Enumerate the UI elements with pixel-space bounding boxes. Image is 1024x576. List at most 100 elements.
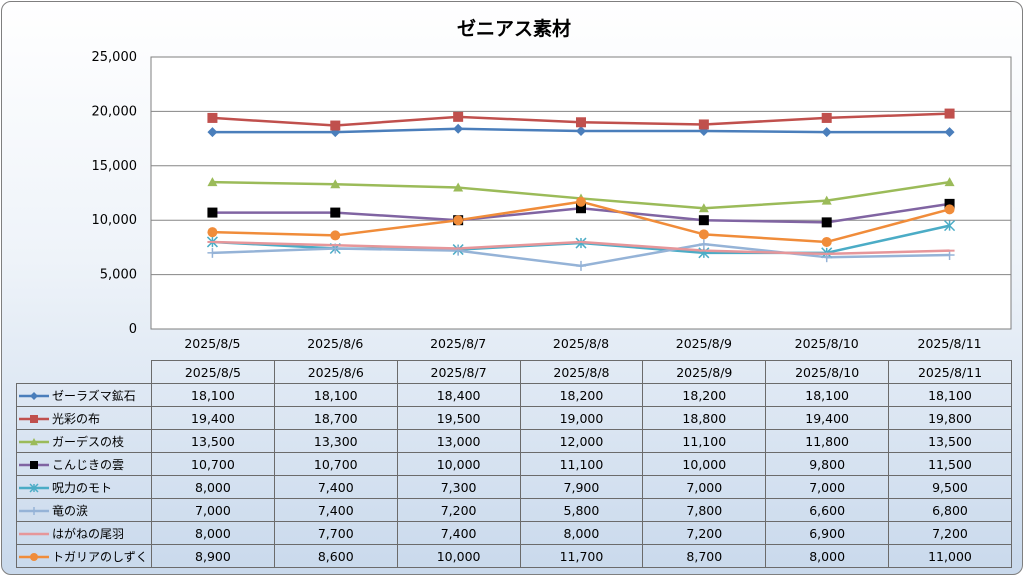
data-point xyxy=(453,245,464,256)
legend-key xyxy=(19,532,49,536)
table-cell: 12,000 xyxy=(519,429,644,453)
table-cell: 18,800 xyxy=(642,406,767,430)
legend-entry: ゼーラズマ鉱石 xyxy=(16,383,152,407)
y-tick-label: 15,000 xyxy=(92,159,138,174)
legend-entry: こんじきの雲 xyxy=(16,452,152,476)
data-point xyxy=(30,553,38,561)
data-point xyxy=(821,195,832,205)
table-cell: 6,900 xyxy=(765,521,890,545)
series-name: 呪力のモト xyxy=(52,480,113,495)
table-column-header: 2025/8/10 xyxy=(765,360,890,384)
data-point xyxy=(207,207,218,218)
table-cell: 7,200 xyxy=(396,498,521,522)
table-cell: 18,700 xyxy=(273,406,398,430)
data-point xyxy=(821,127,832,138)
data-point xyxy=(576,196,586,207)
legend-entry: 光彩の布 xyxy=(16,406,152,430)
table-cell: 8,700 xyxy=(642,544,767,568)
table-cell: 19,400 xyxy=(765,406,890,430)
x-tick-label: 2025/8/10 xyxy=(795,336,859,351)
x-tick-label: 2025/8/6 xyxy=(307,336,363,351)
table-cell: 10,000 xyxy=(642,452,767,476)
data-point xyxy=(575,237,587,249)
table-cell: 6,600 xyxy=(765,498,890,522)
data-point xyxy=(944,127,955,138)
table-cell: 8,000 xyxy=(151,521,275,545)
table-cell: 7,800 xyxy=(642,498,767,522)
table-cell: 7,400 xyxy=(273,498,398,522)
table-cell: 10,700 xyxy=(273,452,398,476)
data-point xyxy=(453,182,464,192)
series-name: 竜の涙 xyxy=(52,503,89,518)
table-cell: 8,000 xyxy=(765,544,890,568)
table-row: 竜の涙 7,000 7,400 7,200 5,800 7,800 6,600 6,800 xyxy=(16,498,1012,522)
legend-entry: はがねの尾羽 xyxy=(16,521,152,545)
data-point xyxy=(698,215,709,226)
series-name: トガリアのしずく xyxy=(52,549,148,564)
data-point xyxy=(698,229,709,240)
table-cell: 11,800 xyxy=(765,429,890,453)
table-cell: 8,900 xyxy=(151,544,275,568)
table-cell: 19,000 xyxy=(519,406,644,430)
series-name: こんじきの雲 xyxy=(52,457,125,472)
y-tick-label: 25,000 xyxy=(92,50,138,65)
y-tick-label: 20,000 xyxy=(92,104,138,119)
series-name: はがねの尾羽 xyxy=(52,526,125,541)
y-tick-label: 10,000 xyxy=(92,213,138,228)
table-cell: 7,200 xyxy=(642,521,767,545)
table-cell: 10,700 xyxy=(151,452,275,476)
legend-entry: 竜の涙 xyxy=(16,498,152,522)
table-cell: 7,900 xyxy=(519,475,644,499)
table-row: はがねの尾羽 8,000 7,700 7,400 8,000 7,200 6,900 7,20… xyxy=(16,521,1012,545)
table-cell: 10,000 xyxy=(396,452,521,476)
legend-entry: ガーデスの枝 xyxy=(16,429,152,453)
data-table: 2025/8/5 2025/8/6 2025/8/7 2025/8/8 2025/8/9… xyxy=(16,360,1012,568)
table-cell: 13,000 xyxy=(396,429,521,453)
table-cell: 19,400 xyxy=(151,406,275,430)
y-tick-label: 0 xyxy=(129,322,137,337)
series-name: ゼーラズマ鉱石 xyxy=(52,388,136,403)
table-cell: 13,500 xyxy=(151,429,275,453)
table-cell: 7,200 xyxy=(888,521,1012,545)
data-point xyxy=(576,260,586,271)
data-point xyxy=(944,177,955,187)
data-point xyxy=(698,247,710,259)
data-point xyxy=(30,438,38,446)
table-cell: 5,800 xyxy=(519,498,644,522)
legend-key xyxy=(19,438,49,446)
table-row: 呪力のモト 8,000 7,400 7,300 7,900 7,000 7,000 9,500 xyxy=(16,475,1012,499)
table-column-header: 2025/8/7 xyxy=(396,360,521,384)
table-cell: 11,100 xyxy=(642,429,767,453)
table-cell: 7,700 xyxy=(273,521,398,545)
legend-entry: 呪力のモト xyxy=(16,475,152,499)
table-column-header: 2025/8/9 xyxy=(642,360,767,384)
table-cell: 18,400 xyxy=(396,383,521,407)
data-point xyxy=(576,117,586,128)
series-name: 光彩の布 xyxy=(52,411,101,426)
data-point xyxy=(330,230,341,241)
table-cell: 18,100 xyxy=(888,383,1012,407)
data-point xyxy=(698,119,709,130)
y-tick-label: 5,000 xyxy=(100,268,137,283)
data-point xyxy=(453,111,464,122)
data-point xyxy=(207,247,218,258)
table-corner xyxy=(16,360,152,384)
table-column-header: 2025/8/5 xyxy=(151,360,275,384)
table-cell: 18,200 xyxy=(642,383,767,407)
data-point xyxy=(30,507,38,515)
legend-key xyxy=(19,553,49,561)
table-cell: 7,300 xyxy=(396,475,521,499)
data-point xyxy=(944,250,955,261)
table-cell: 7,000 xyxy=(642,475,767,499)
data-point xyxy=(330,207,341,218)
data-point xyxy=(29,483,39,493)
table-cell: 11,000 xyxy=(888,544,1012,568)
table-row: 光彩の布 19,400 18,700 19,500 19,000 18,800 19,400… xyxy=(16,406,1012,430)
series-name: ガーデスの枝 xyxy=(52,434,125,449)
table-cell: 7,000 xyxy=(151,498,275,522)
x-tick-label: 2025/8/9 xyxy=(676,336,732,351)
legend-key xyxy=(19,415,49,423)
x-tick-label: 2025/8/5 xyxy=(184,336,240,351)
table-cell: 19,800 xyxy=(888,406,1012,430)
data-point xyxy=(698,203,709,213)
